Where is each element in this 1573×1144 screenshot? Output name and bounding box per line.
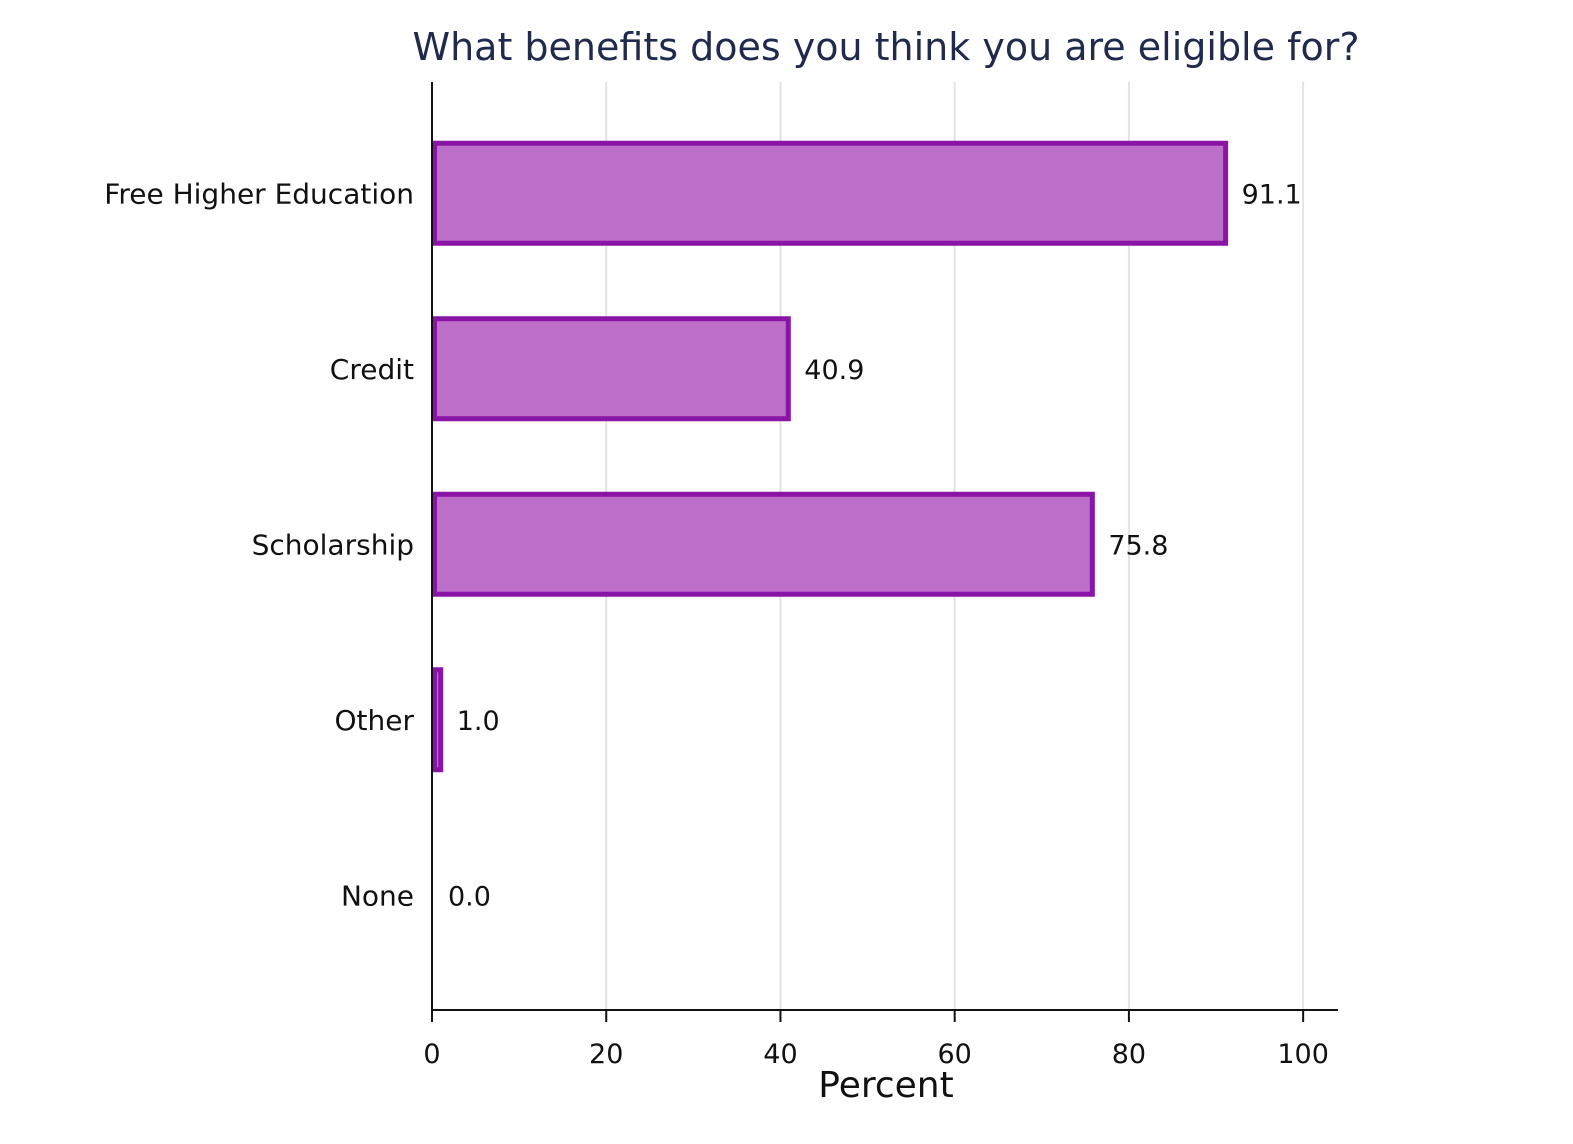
value-label: 0.0	[448, 881, 491, 912]
x-tick-label: 60	[938, 1039, 972, 1070]
bar-free-higher-education	[432, 140, 1229, 246]
category-label: Free Higher Education	[104, 177, 414, 210]
x-axis-title: Percent	[818, 1065, 953, 1106]
x-tick-label: 20	[589, 1039, 623, 1070]
x-ticks: 0 20 40 60 80 100	[423, 1010, 1329, 1070]
labels: Free Higher Education 91.1 Credit 40.9 Schol…	[104, 177, 1301, 912]
chart-title: What benefits does you think you are eli…	[413, 25, 1360, 69]
category-label: Other	[334, 704, 414, 737]
bars	[432, 140, 1229, 773]
value-label: 91.1	[1242, 179, 1302, 210]
x-tick-label: 40	[763, 1039, 797, 1070]
x-tick-label: 0	[423, 1039, 440, 1070]
bar-credit	[432, 316, 791, 422]
bar-other	[432, 667, 444, 773]
value-label: 1.0	[457, 706, 500, 737]
category-label: Scholarship	[252, 528, 414, 561]
bar-scholarship	[432, 491, 1095, 597]
category-label: Credit	[330, 353, 414, 386]
value-label: 75.8	[1108, 530, 1168, 561]
axes	[431, 82, 1338, 1011]
category-label: None	[341, 879, 414, 912]
value-label: 40.9	[804, 355, 864, 386]
x-tick-label: 100	[1277, 1039, 1329, 1070]
x-tick-label: 80	[1112, 1039, 1146, 1070]
